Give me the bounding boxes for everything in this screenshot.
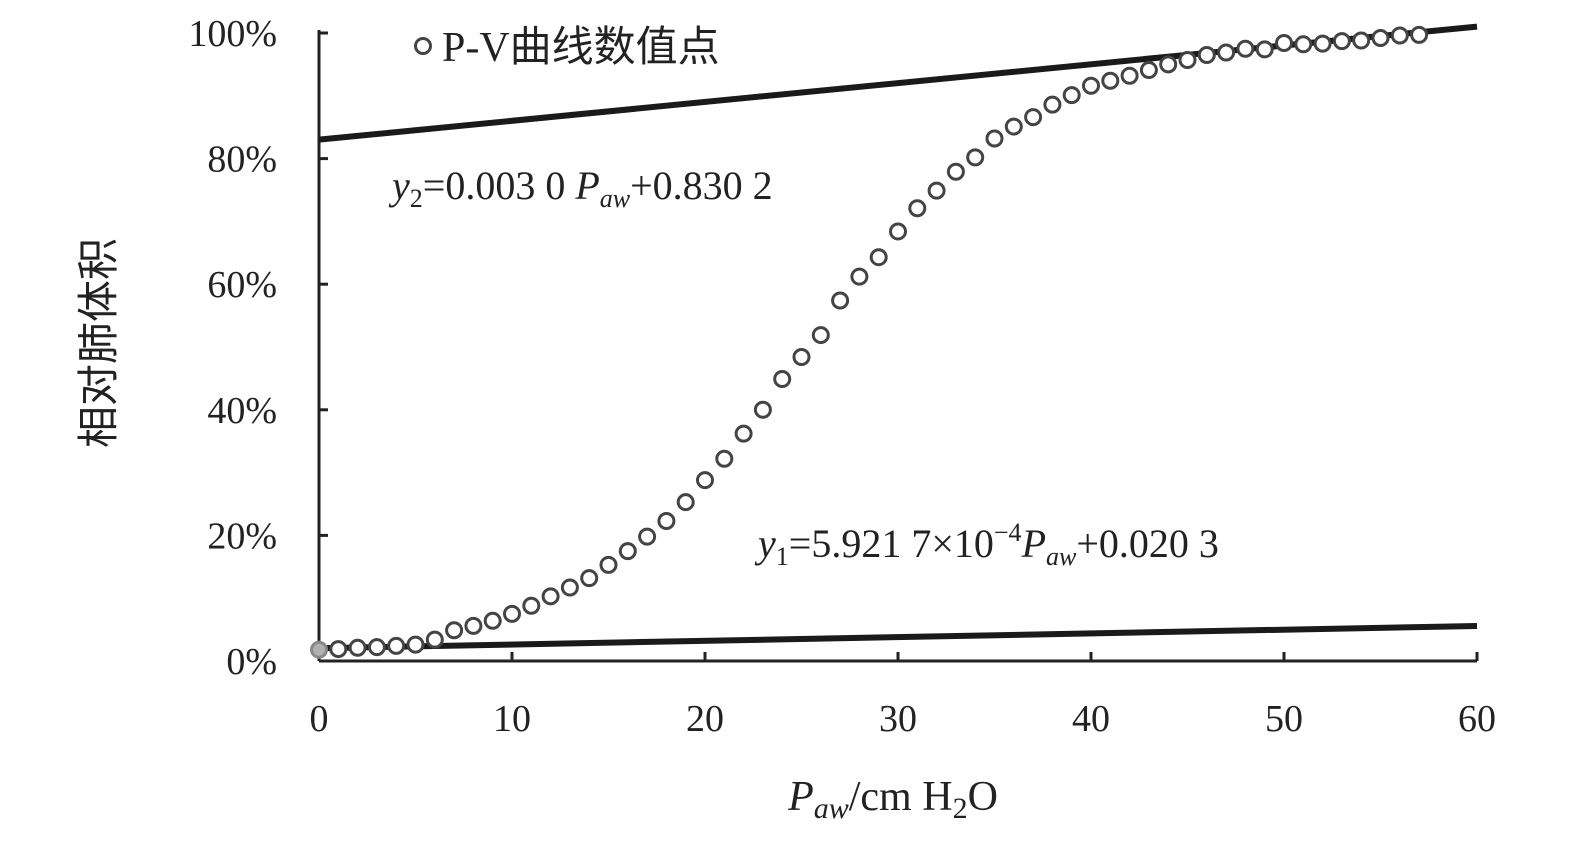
data-point [503, 604, 521, 623]
eq-y2-text1: =0.003 0 [423, 163, 576, 208]
data-point [1255, 40, 1274, 59]
legend-marker-icon [414, 37, 432, 55]
x-tick-label: 10 [493, 698, 531, 740]
y-tick-label: 80% [207, 139, 277, 181]
data-point [889, 222, 907, 241]
data-point [927, 181, 946, 200]
x-tick-label: 40 [1072, 698, 1110, 740]
data-point [946, 162, 965, 181]
y-tick-label: 60% [207, 264, 277, 306]
data-point [618, 542, 637, 561]
data-point [367, 638, 386, 657]
y-tick-label: 0% [226, 641, 277, 683]
data-point [580, 569, 599, 588]
data-point [1352, 31, 1371, 50]
x-tick-label: 50 [1265, 698, 1303, 740]
equation-y2: y2=0.003 0 Paw+0.830 2 [388, 163, 773, 213]
data-point [715, 449, 734, 468]
data-point [406, 635, 425, 654]
x-tick-label: 20 [686, 698, 724, 740]
data-point [425, 630, 444, 649]
data-point [560, 578, 579, 597]
data-point [869, 248, 888, 267]
data-point [1120, 66, 1139, 85]
x-tick-label: 30 [879, 698, 917, 740]
eq-y2-text2: +0.830 2 [630, 163, 773, 208]
data-point [753, 400, 772, 419]
y-axis-title: 相对肺体积 [77, 238, 123, 448]
data-point [1197, 45, 1216, 64]
data-point [1410, 25, 1429, 44]
data-point [676, 493, 695, 512]
eq-y1-var: y [754, 521, 776, 566]
eq-y2-psub: aw [600, 184, 631, 213]
x-axis-title-sub2: 2 [953, 792, 968, 825]
eq-y2-sub: 2 [410, 184, 423, 213]
data-point [811, 326, 830, 345]
data-point [1082, 76, 1100, 95]
data-point [1236, 39, 1255, 58]
data-point [1313, 34, 1332, 53]
data-point [310, 640, 328, 659]
y-tick-label: 40% [207, 390, 277, 432]
x-tick-label: 0 [310, 698, 329, 740]
eq-y1-psub: aw [1046, 542, 1077, 571]
plot-area: 0% 20% 40% 60% 80% 100% 0 10 20 30 40 50 60 [188, 13, 1496, 740]
y-tick-label: 20% [207, 515, 277, 557]
data-point [445, 621, 464, 640]
data-point [1217, 43, 1236, 62]
legend-label: P-V曲线数值点 [442, 25, 720, 71]
data-point [985, 129, 1004, 148]
data-point [1178, 51, 1197, 70]
data-point [464, 616, 483, 635]
eq-y2-pvar: P [574, 163, 599, 208]
data-point [792, 348, 811, 367]
legend: P-V曲线数值点 [414, 25, 720, 71]
data-point [1024, 108, 1043, 127]
data-point [1371, 29, 1390, 48]
data-point [908, 199, 927, 218]
data-point [387, 636, 406, 655]
fit-line-y1 [318, 622, 1478, 652]
x-tick-label: 60 [1458, 698, 1496, 740]
data-point [1043, 95, 1062, 114]
data-point [850, 267, 869, 286]
data-point [1159, 55, 1178, 74]
data-point [734, 424, 753, 443]
y-tick-label: 100% [188, 13, 277, 55]
data-point [657, 511, 676, 530]
eq-y1-sup: −4 [994, 518, 1022, 547]
x-axis-title-sub: aw [814, 792, 849, 825]
data-point [1294, 35, 1313, 54]
data-point [1062, 86, 1081, 105]
data-point [696, 471, 714, 490]
data-point [348, 638, 367, 657]
data-point [638, 527, 657, 546]
data-point [541, 587, 560, 606]
x-axis-title-rest: /cm H [849, 774, 953, 820]
data-point [1101, 71, 1120, 90]
data-point [599, 555, 618, 574]
data-point [1390, 26, 1409, 45]
data-point [1332, 32, 1351, 51]
x-axis-title: Paw/cm H2O [787, 774, 998, 825]
x-axis-title-var: P [787, 774, 814, 820]
data-point [1004, 117, 1023, 136]
eq-y1-text1: =5.921 7×10 [789, 521, 994, 566]
data-point [522, 596, 541, 615]
data-point [483, 611, 502, 630]
data-point [1139, 61, 1158, 80]
equation-y1: y1=5.921 7×10−4Paw+0.020 3 [754, 518, 1219, 571]
eq-y1-sub: 1 [776, 542, 789, 571]
eq-y2-var: y [388, 163, 410, 208]
x-axis-title-rest2: O [968, 774, 998, 820]
data-point [966, 148, 985, 167]
data-point [773, 370, 792, 389]
data-point [329, 640, 348, 659]
eq-y1-pvar: P [1021, 521, 1046, 566]
data-point [831, 291, 850, 310]
eq-y1-text2: +0.020 3 [1076, 521, 1219, 566]
data-point [1275, 34, 1293, 53]
